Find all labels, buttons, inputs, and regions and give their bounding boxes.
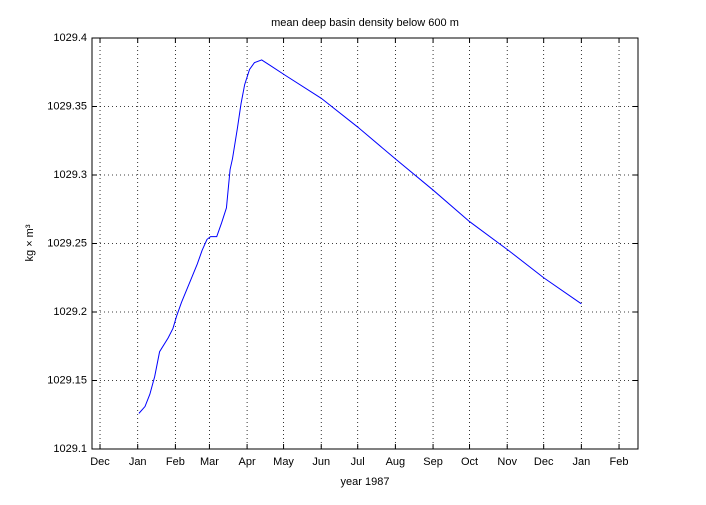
x-tick-label: Dec [90, 456, 110, 468]
y-tick-label: 1029.35 [47, 100, 87, 112]
x-tick-label: May [273, 456, 294, 468]
y-tick-label: 1029.15 [47, 374, 87, 386]
y-tick-label: 1029.2 [53, 306, 87, 318]
x-tick-label: Dec [534, 456, 554, 468]
x-tick-label: Mar [200, 456, 219, 468]
y-tick-label: 1029.1 [53, 443, 87, 455]
chart-title: mean deep basin density below 600 m [271, 17, 459, 29]
x-axis-label: year 1987 [341, 476, 390, 488]
plot-frame [91, 37, 639, 450]
x-tick-label: Jun [312, 456, 330, 468]
x-tick-label: Oct [461, 456, 478, 468]
x-tick-label: Sep [423, 456, 443, 468]
y-tick-label: 1029.4 [53, 32, 87, 44]
x-tick-label: Aug [386, 456, 406, 468]
x-tick-label: Apr [239, 456, 256, 468]
x-tick-label: Jan [572, 456, 590, 468]
x-tick-label: Jul [351, 456, 365, 468]
y-tick-label: 1029.3 [53, 169, 87, 181]
x-tick-label: Feb [610, 456, 629, 468]
y-tick-label: 1029.25 [47, 237, 87, 249]
data-line [138, 59, 582, 414]
x-tick-label: Jan [129, 456, 147, 468]
y-axis-label: kg × m³ [24, 224, 36, 261]
x-tick-label: Feb [166, 456, 185, 468]
x-tick-label: Nov [497, 456, 517, 468]
